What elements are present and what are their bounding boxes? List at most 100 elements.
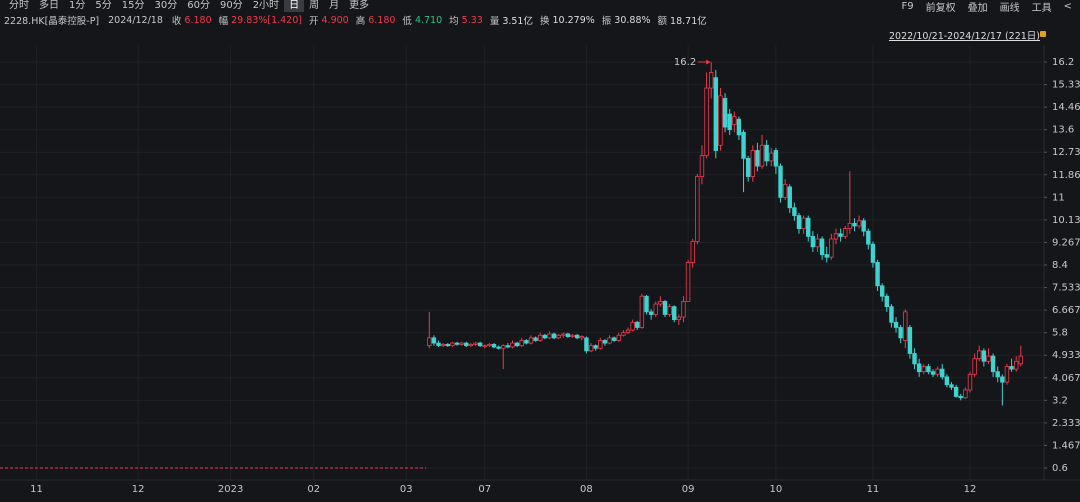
candle-body — [427, 337, 432, 347]
period-button[interactable]: 90分 — [219, 0, 243, 11]
candle-body — [856, 220, 862, 227]
peak-arrow — [706, 59, 711, 65]
tool-button[interactable]: 前复权 — [925, 2, 956, 14]
candle-body — [981, 350, 987, 362]
candle-body — [787, 186, 792, 209]
candle-body — [847, 222, 853, 229]
y-tick-label: 6.667 — [1052, 305, 1080, 316]
candle-body — [593, 345, 598, 349]
y-tick-label: 8.4 — [1052, 260, 1068, 271]
candle-body — [755, 150, 760, 167]
candle-body — [496, 346, 501, 349]
candle-body — [695, 176, 700, 242]
candle-body — [893, 321, 899, 328]
candle-body — [861, 220, 866, 232]
candle-body — [570, 334, 575, 337]
period-button[interactable]: 分时 — [9, 0, 29, 11]
tool-button[interactable]: < — [1063, 0, 1072, 12]
candle-body — [986, 355, 991, 362]
info-value: 6.180 — [184, 14, 212, 26]
candle-body — [524, 340, 529, 344]
candle-body — [819, 238, 825, 255]
candle-body — [662, 301, 668, 315]
candle-body — [491, 343, 497, 348]
tool-toolbar: F9 前复权 叠加 画线 工具 < — [895, 0, 1078, 14]
candle-body — [829, 238, 834, 258]
period-button[interactable]: 多日 — [39, 0, 59, 11]
candle-body — [1004, 366, 1010, 383]
tool-button[interactable]: 画线 — [999, 2, 1020, 14]
y-tick-label: 4.933 — [1052, 350, 1080, 361]
info-label: 高 — [355, 16, 366, 27]
y-tick-label: 14.467 — [1052, 102, 1080, 113]
y-tick-label: 10.133 — [1052, 215, 1080, 226]
candle-body — [949, 384, 954, 388]
candle-body — [778, 165, 783, 198]
period-button[interactable]: 1分 — [69, 0, 86, 11]
candle-body — [565, 333, 571, 337]
x-tick-label: 10 — [770, 484, 783, 495]
candle-body — [879, 285, 885, 297]
date-range[interactable]: 2022/10/21-2024/12/17 (221日) — [888, 31, 1040, 42]
candle-body — [538, 334, 543, 341]
candle-body — [598, 340, 603, 349]
candle-body — [1018, 355, 1024, 365]
candle-body — [574, 334, 580, 339]
x-tick-label: 02 — [307, 484, 320, 495]
x-tick-label: 11 — [867, 484, 880, 495]
candle-body — [713, 77, 719, 151]
peak-label: 16.2 — [674, 57, 696, 68]
y-tick-label: 11.867 — [1052, 170, 1080, 181]
period-button[interactable]: 30分 — [154, 0, 178, 11]
candle-body — [630, 321, 635, 331]
candle-body — [473, 342, 478, 345]
candle-body — [815, 238, 820, 248]
candle-body — [1000, 376, 1005, 383]
candle-body — [639, 295, 645, 328]
period-button[interactable]: 15分 — [121, 0, 145, 11]
candle-body — [621, 332, 626, 336]
candle-body — [454, 342, 460, 345]
candle-body — [482, 345, 487, 348]
period-button[interactable]: 更多 — [349, 0, 370, 11]
candle-body — [884, 295, 890, 308]
x-tick-label: 12 — [964, 484, 977, 495]
period-button[interactable]: 日 — [284, 0, 305, 12]
candle-body — [870, 243, 876, 263]
candle-body — [958, 396, 963, 399]
candle-body — [990, 355, 996, 373]
candle-body — [773, 150, 779, 167]
candle-body — [556, 334, 561, 339]
period-button[interactable]: 周 — [309, 0, 320, 11]
candle-body — [940, 368, 945, 378]
period-button[interactable]: 2小时 — [252, 0, 280, 11]
tool-button[interactable]: 叠加 — [967, 2, 988, 14]
tool-button[interactable]: 工具 — [1031, 2, 1052, 14]
candle-body — [584, 337, 589, 352]
candle-body — [810, 235, 816, 248]
info-value: 4.710 — [414, 14, 443, 26]
candle-body — [953, 386, 959, 397]
period-button[interactable]: 5分 — [95, 0, 112, 11]
candle-body — [440, 343, 446, 347]
y-tick-label: 0.6 — [1052, 463, 1068, 474]
candle-body — [745, 157, 751, 177]
info-value: 4.900 — [321, 14, 349, 26]
candle-body — [722, 98, 728, 128]
tool-button[interactable]: F9 — [901, 0, 914, 12]
info-value: 6.180 — [368, 14, 396, 26]
candle-body — [551, 333, 557, 339]
candle-body — [792, 207, 797, 216]
period-button[interactable]: 月 — [329, 0, 340, 11]
candle-body — [519, 340, 524, 347]
x-tick-label: 11 — [30, 484, 43, 495]
candle-body — [732, 116, 737, 125]
candle-body — [431, 337, 437, 344]
info-label: 均 — [449, 16, 459, 27]
candle-body — [727, 113, 732, 131]
candle-body — [528, 337, 534, 344]
candle-body — [764, 144, 769, 162]
candle-body — [708, 72, 714, 89]
period-button[interactable]: 60分 — [187, 0, 210, 11]
